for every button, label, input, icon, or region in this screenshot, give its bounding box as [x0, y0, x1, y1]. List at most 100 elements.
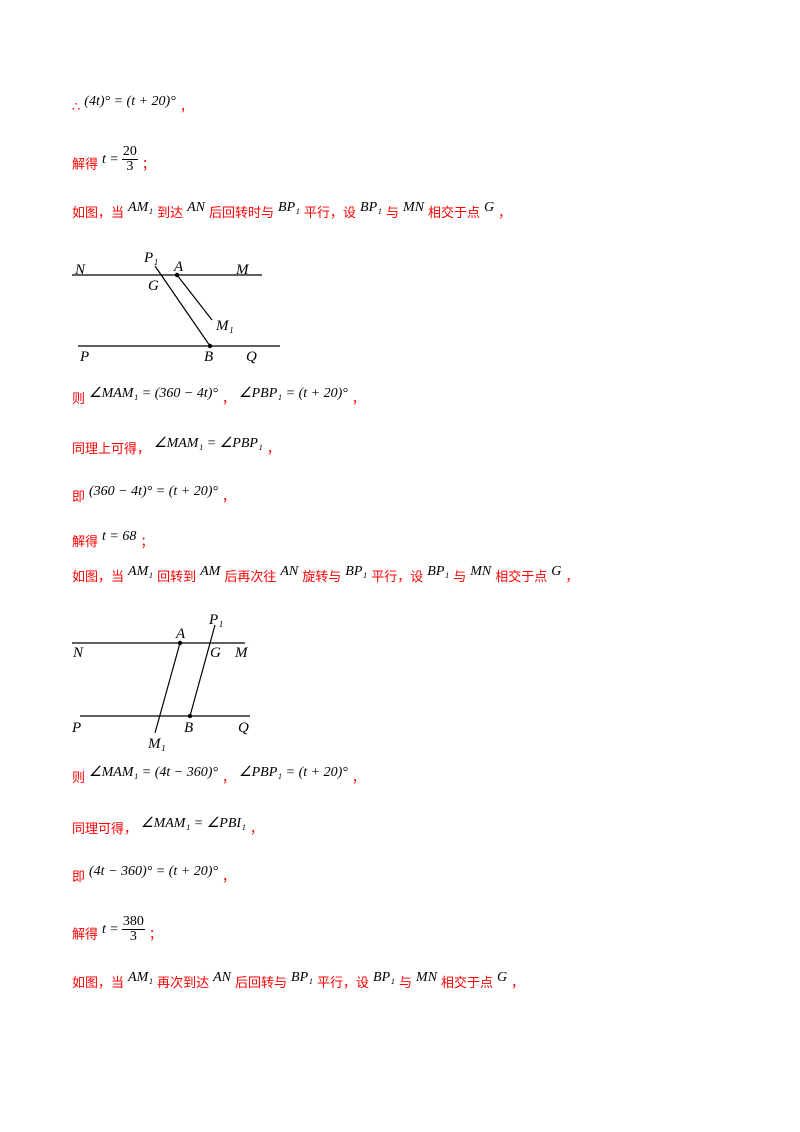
text: ， — [565, 570, 579, 585]
math: MN — [403, 200, 425, 215]
text: 与 — [386, 206, 400, 221]
text: 后回转时与 — [209, 206, 275, 221]
math: AM₁ — [128, 200, 154, 215]
text: ， — [351, 771, 365, 786]
math: BP₁ — [360, 200, 383, 215]
text-line: ∴ (4t)° = (t + 20)°， — [72, 94, 193, 116]
math: MN — [416, 970, 438, 985]
text-line: 则 ∠MAM₁ = (4t − 360)°， ∠PBP₁ = (t + 20)°， — [72, 765, 365, 787]
denominator: 3 — [129, 929, 137, 944]
math: (360 − 4t)° = (t + 20)° — [89, 484, 218, 499]
text: ； — [140, 535, 154, 550]
math: (4t)° = (t + 20)° — [84, 94, 176, 109]
math: BP₁ — [345, 564, 368, 579]
label: M₁ — [147, 736, 166, 752]
text: ， — [249, 822, 263, 837]
text: 相交于点 — [441, 976, 494, 991]
denominator: 3 — [126, 159, 134, 174]
text: ， — [351, 392, 365, 407]
label: N — [72, 645, 84, 661]
math: G — [497, 970, 508, 985]
text: 如图，当 — [72, 570, 125, 585]
math-lhs: t = — [102, 151, 119, 167]
text-line: 解得 t = 380 3； — [72, 915, 162, 950]
text: 到达 — [157, 206, 184, 221]
label: P₁ — [143, 250, 158, 266]
text: 则 — [72, 771, 86, 786]
label: N — [74, 262, 86, 278]
fraction: 380 3 — [121, 914, 145, 944]
line-bp1 — [189, 624, 216, 717]
text: ； — [148, 927, 162, 943]
text-line: 如图，当 AM₁ 再次到达 AN 后回转与 BP₁ 平行，设 BP₁ 与 MN 相交于点 G， — [72, 970, 525, 992]
math: AM₁ — [128, 564, 154, 579]
text: 同理上可得， — [72, 442, 151, 457]
text: 则 — [72, 392, 86, 407]
math: BP₁ — [278, 200, 301, 215]
text: 相交于点 — [495, 570, 548, 585]
math: t = 68 — [102, 529, 137, 544]
text: 平行，设 — [317, 976, 370, 991]
figure-1: N P₁ A M G M₁ P B Q — [72, 250, 280, 365]
text: ， — [498, 206, 512, 221]
text: 平行，设 — [371, 570, 424, 585]
text: 平行，设 — [304, 206, 357, 221]
text-line: 则 ∠MAM₁ = (360 − 4t)°， ∠PBP₁ = (t + 20)°， — [72, 386, 365, 408]
text: 与 — [399, 976, 413, 991]
text: 解得 — [72, 535, 99, 550]
text: 再次到达 — [157, 976, 210, 991]
text: 旋转与 — [302, 570, 342, 585]
math: AM — [200, 564, 221, 579]
text: 如图，当 — [72, 976, 125, 991]
text: ， — [222, 392, 236, 407]
text: 相交于点 — [428, 206, 481, 221]
text: ， — [266, 442, 280, 457]
text: 与 — [453, 570, 467, 585]
label: B — [184, 720, 193, 736]
text: ； — [141, 157, 155, 173]
label: M — [234, 645, 249, 661]
point-a — [177, 640, 183, 646]
numerator: 380 — [121, 914, 145, 930]
line-am1 — [154, 642, 181, 734]
math: AN — [187, 200, 206, 215]
math: t = 380 3 — [102, 915, 145, 944]
line-am1 — [176, 274, 213, 321]
label: A — [173, 259, 184, 275]
text: ， — [511, 976, 525, 991]
math: G — [551, 564, 562, 579]
text: 解得 — [72, 927, 99, 943]
math: ∠MAM₁ = (4t − 360)° — [89, 765, 219, 780]
math: ∠MAM₁ = (360 − 4t)° — [89, 386, 219, 401]
point-b — [187, 713, 193, 719]
text-line: 即 (360 − 4t)° = (t + 20)°， — [72, 484, 235, 506]
math: BP₁ — [373, 970, 396, 985]
math: AN — [280, 564, 299, 579]
math-lhs: t = — [102, 921, 119, 937]
label: P — [79, 349, 89, 365]
math: BP₁ — [427, 564, 450, 579]
label: B — [204, 349, 213, 365]
math: BP₁ — [291, 970, 314, 985]
label: A — [175, 626, 186, 642]
math: t = 20 3 — [102, 145, 138, 174]
math: ∠PBP₁ = (t + 20)° — [239, 765, 348, 780]
label: Q — [238, 720, 249, 736]
label: M₁ — [215, 318, 234, 334]
text-line: 解得 t = 68； — [72, 529, 154, 551]
math: (4t − 360)° = (t + 20)° — [89, 864, 218, 879]
text: 回转到 — [157, 570, 197, 585]
label: Q — [246, 349, 257, 365]
label: G — [210, 645, 221, 661]
math: ∠MAM₁ = ∠PBI₁ — [141, 816, 246, 831]
math: ∠PBP₁ = (t + 20)° — [239, 386, 348, 401]
text: 即 — [72, 870, 86, 885]
label: M — [235, 262, 250, 278]
text-line: 如图，当 AM₁ 回转到 AM 后再次往 AN 旋转与 BP₁ 平行，设 BP₁ 与 MN 相交于点 G， — [72, 564, 579, 586]
text-line: 解得 t = 20 3； — [72, 145, 155, 180]
numerator: 20 — [121, 144, 138, 160]
point-a — [174, 272, 180, 278]
text: ， — [179, 100, 193, 115]
text-line: 同理可得， ∠MAM₁ = ∠PBI₁， — [72, 816, 263, 838]
